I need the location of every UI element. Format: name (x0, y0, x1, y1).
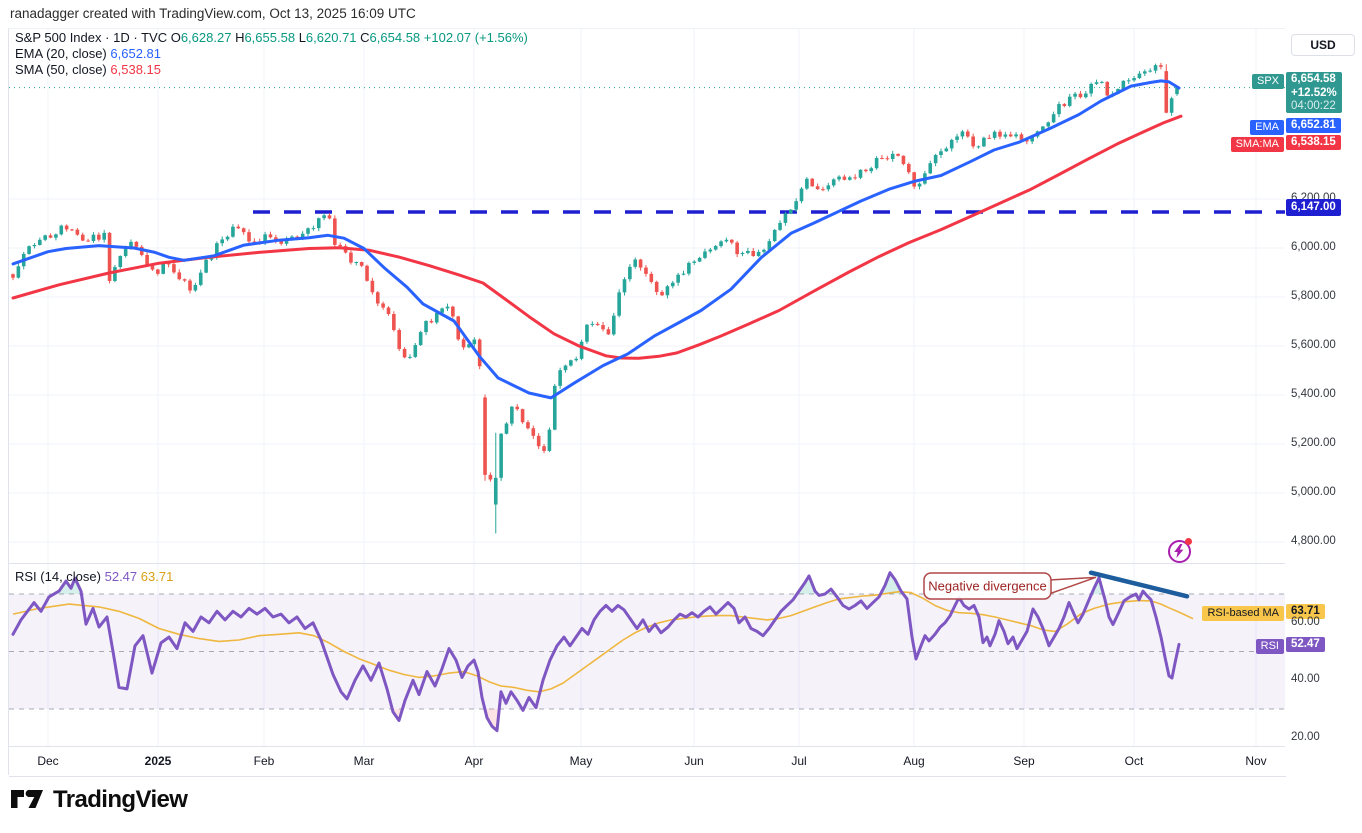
time-axis-label-2025: 2025 (144, 754, 172, 768)
high-label: H (235, 30, 245, 45)
price-tick-label: 6,000.00 (1291, 241, 1336, 253)
time-axis-label-feb: Feb (253, 754, 275, 768)
chart-area[interactable]: Negative divergence S&P 500 Index · 1D ·… (8, 28, 1286, 777)
ema-value: 6,652.81 (110, 46, 161, 61)
sma50-line (11, 114, 1183, 360)
watermark-attribution: ranadagger created with TradingView.com,… (10, 6, 416, 21)
sma-label[interactable]: SMA (50, close) (15, 62, 107, 77)
time-axis[interactable]: Dec 2025 Feb Mar Apr May Jun Jul Aug Sep Oct Nov (9, 746, 1286, 776)
callout-text: Negative divergence (928, 579, 1047, 594)
close-label: C (360, 30, 370, 45)
change-value: +102.07 (+1.56%) (423, 30, 528, 45)
horizontal-level-badge: 6,147.00 (1286, 199, 1341, 216)
time-axis-label-jun: Jun (684, 754, 704, 768)
tradingview-mark-icon (11, 789, 43, 808)
tradingview-logo[interactable]: TradingView (10, 786, 188, 814)
rsi-ma-value-badge: 63.71 (1286, 604, 1325, 619)
flash-ring (1168, 540, 1191, 563)
ema-label[interactable]: EMA (20, close) (15, 46, 107, 61)
rsi-pane-canvas[interactable]: Negative divergence (9, 563, 1286, 746)
tradingview-wordmark: TradingView (53, 786, 188, 813)
chart-bottom-border (9, 776, 1286, 777)
rsi-ma-current-value: 63.71 (140, 569, 174, 584)
ema-value-badge: 6,652.81 (1286, 118, 1341, 133)
rsi-tick-label: 60.00 (1291, 615, 1320, 628)
open-value: 6,628.27 (180, 30, 232, 45)
rsi-label[interactable]: RSI (14, close) (15, 569, 101, 584)
ema-price-tag: EMA (1250, 120, 1284, 135)
price-tick-label: 5,000.00 (1291, 486, 1336, 498)
symbol-row[interactable]: S&P 500 Index · 1D · TVC O6,628.27 H6,65… (15, 30, 528, 45)
time-axis-label-jul: Jul (791, 754, 807, 768)
bar-countdown: 04:00:22 (1291, 100, 1336, 112)
rsi-current-value: 52.47 (104, 569, 138, 584)
sma-legend-row[interactable]: SMA (50, close) 6,538.15 (15, 62, 528, 78)
rsi-legend[interactable]: RSI (14, close) 52.47 63.71 (15, 569, 173, 584)
currency-toggle-button[interactable]: USD (1291, 34, 1355, 56)
notification-dot (1185, 538, 1192, 545)
flash-events-icon[interactable] (1168, 538, 1192, 563)
price-scale-panel[interactable]: USD 6,200.00 6,000.00 5,800.00 5,600.00 5,40… (1285, 28, 1362, 775)
interval-label[interactable]: 1D (113, 30, 130, 45)
high-value: 6,655.58 (244, 30, 296, 45)
time-axis-label-may: May (569, 754, 593, 768)
divergence-trendline[interactable] (1088, 570, 1190, 599)
spx-price-tag: SPX (1251, 74, 1284, 89)
low-label: L (298, 30, 306, 45)
sma-price-tag: SMA:MA (1230, 137, 1284, 152)
ema-legend-row[interactable]: EMA (20, close) 6,652.81 (15, 46, 528, 62)
time-axis-label-mar: Mar (353, 754, 375, 768)
close-value: 6,654.58 (369, 30, 421, 45)
sma-value: 6,538.15 (110, 62, 161, 77)
price-tick-label: 5,200.00 (1291, 437, 1336, 449)
spx-last-price: 6,654.58 (1291, 73, 1336, 85)
time-axis-label-aug: Aug (903, 754, 925, 768)
time-axis-label-dec: Dec (37, 754, 59, 768)
rsi-tick-label: 20.00 (1291, 730, 1320, 743)
pane-separator[interactable] (9, 563, 1286, 564)
price-pane-canvas[interactable] (9, 29, 1286, 563)
rsi-tag: RSI (1255, 639, 1284, 654)
callout-box[interactable] (923, 572, 1052, 600)
rsi-ma-line (12, 590, 1194, 693)
lightning-bolt-icon (1174, 544, 1184, 558)
exchange-label[interactable]: TVC (141, 30, 168, 45)
time-axis-label-nov: Nov (1245, 754, 1267, 768)
price-tick-label: 5,600.00 (1291, 339, 1336, 351)
rsi-ma-tag: RSI-based MA (1202, 606, 1284, 621)
spx-change-percent: +12.52% (1291, 86, 1337, 99)
price-tick-label: 5,800.00 (1291, 290, 1336, 302)
sma-value-badge: 6,538.15 (1286, 135, 1341, 150)
spx-price-badge: 6,654.58 +12.52% 04:00:22 (1286, 72, 1342, 113)
low-value: 6,620.71 (305, 30, 357, 45)
candlesticks (11, 62, 1179, 534)
symbol-title[interactable]: S&P 500 Index (15, 30, 102, 45)
symbol-legend[interactable]: S&P 500 Index · 1D · TVC O6,628.27 H6,65… (15, 30, 528, 78)
rsi-value-badge: 52.47 (1286, 637, 1325, 652)
open-label: O (170, 30, 181, 45)
price-tick-label: 5,400.00 (1291, 388, 1336, 400)
rsi-tick-label: 40.00 (1291, 673, 1320, 686)
ema20-line (11, 79, 1181, 400)
callout-pointer (1048, 576, 1097, 596)
time-axis-label-sep: Sep (1013, 754, 1035, 768)
rsi-line (11, 571, 1181, 733)
price-tick-label: 4,800.00 (1291, 535, 1336, 547)
time-axis-label-oct: Oct (1124, 754, 1144, 768)
time-axis-label-apr: Apr (464, 754, 484, 768)
